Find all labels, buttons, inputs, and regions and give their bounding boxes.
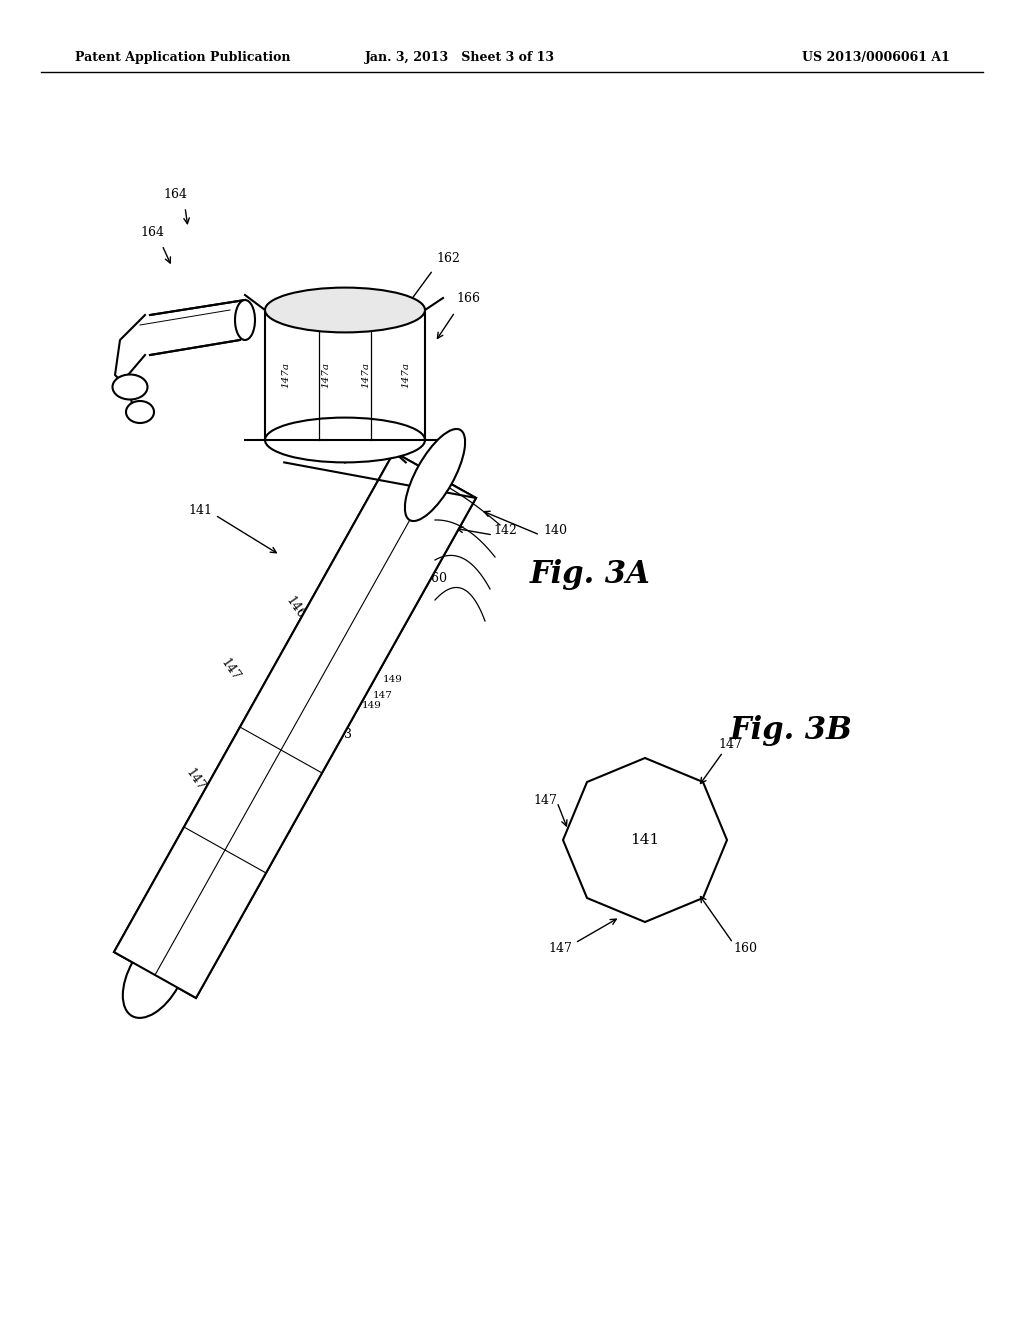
Text: 147: 147 <box>183 767 207 793</box>
Text: 162: 162 <box>436 252 460 264</box>
Text: Fig. 3B: Fig. 3B <box>730 714 853 746</box>
Ellipse shape <box>126 401 154 422</box>
Text: 149: 149 <box>371 549 395 561</box>
Polygon shape <box>563 758 727 921</box>
Text: 147: 147 <box>362 527 387 553</box>
Text: 147a: 147a <box>401 362 411 388</box>
Text: 147: 147 <box>534 793 557 807</box>
Text: 141: 141 <box>188 503 212 516</box>
Polygon shape <box>114 451 476 998</box>
Ellipse shape <box>123 932 187 1018</box>
Ellipse shape <box>404 429 465 521</box>
Ellipse shape <box>265 288 425 333</box>
Text: 146: 146 <box>338 696 358 705</box>
Polygon shape <box>114 451 476 998</box>
Text: 140: 140 <box>543 524 567 536</box>
Text: 166: 166 <box>456 292 480 305</box>
Text: 141: 141 <box>631 833 659 847</box>
Text: 142: 142 <box>494 524 517 536</box>
Text: 164: 164 <box>140 227 164 239</box>
Text: Fig. 3A: Fig. 3A <box>530 560 650 590</box>
Text: 146: 146 <box>283 594 307 622</box>
Text: 149: 149 <box>268 824 292 837</box>
Text: 147: 147 <box>218 656 242 684</box>
Text: 147a: 147a <box>282 362 290 388</box>
Polygon shape <box>265 310 425 440</box>
Text: 160: 160 <box>733 941 757 954</box>
Text: 147: 147 <box>548 941 572 954</box>
Ellipse shape <box>234 300 255 341</box>
Text: Patent Application Publication: Patent Application Publication <box>75 51 291 65</box>
Text: 147: 147 <box>350 685 370 694</box>
Text: US 2013/0006061 A1: US 2013/0006061 A1 <box>802 51 950 65</box>
Text: 149: 149 <box>383 676 402 685</box>
Text: 147a: 147a <box>322 362 331 388</box>
Text: 144: 144 <box>203 882 227 895</box>
Text: 149: 149 <box>362 701 382 710</box>
Ellipse shape <box>265 417 425 462</box>
Text: 147: 147 <box>373 690 393 700</box>
Text: 160: 160 <box>423 572 447 585</box>
Text: Jan. 3, 2013   Sheet 3 of 13: Jan. 3, 2013 Sheet 3 of 13 <box>365 51 555 65</box>
Text: 147a: 147a <box>361 362 371 388</box>
Text: 147: 147 <box>718 738 742 751</box>
Ellipse shape <box>113 375 147 400</box>
Text: 164: 164 <box>163 189 187 202</box>
Text: 143: 143 <box>328 729 352 742</box>
Text: 168: 168 <box>438 487 462 500</box>
